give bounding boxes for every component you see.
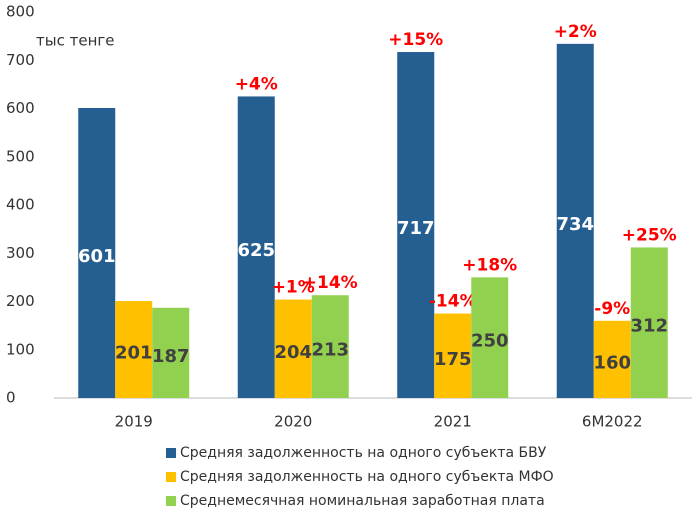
bar [78,108,116,398]
change-label: +25% [622,225,677,245]
bar [274,299,312,398]
value-label: 734 [556,214,594,235]
legend-swatch [166,472,176,482]
y-tick-label: 300 [6,244,35,262]
value-label: 204 [274,342,312,363]
legend-swatch [166,496,176,506]
change-label: +2% [554,22,597,42]
legend-label: Средняя задолженность на одного субъекта… [180,445,547,461]
y-tick-label: 0 [6,389,16,407]
x-tick-label: 2021 [434,413,472,431]
value-label: 601 [78,246,116,267]
value-label: 201 [115,343,153,364]
change-label: +18% [462,255,517,275]
change-label: -14% [429,292,477,312]
bar [397,52,435,399]
value-label: 625 [237,240,275,261]
y-tick-label: 800 [6,3,35,21]
y-tick-label: 500 [6,147,35,165]
bar [115,301,153,398]
value-label: 717 [397,218,435,239]
bar [630,247,668,398]
y-tick-label: 100 [6,340,35,358]
legend-swatch [166,448,176,458]
change-label: -9% [594,299,630,319]
y-tick-label: 200 [6,292,35,310]
value-label: 187 [152,346,190,367]
value-label: 175 [434,349,472,370]
bar [593,320,631,398]
legend-label: Среднемесячная номинальная заработная пл… [180,493,545,509]
y-tick-label: 600 [6,99,35,117]
change-label: +4% [235,74,278,94]
bar [556,43,594,398]
value-label: 213 [311,340,349,361]
y-axis-label: тыс тенге [36,32,114,50]
bar [471,277,509,398]
x-tick-label: 2020 [274,413,312,431]
value-label: 160 [593,352,631,373]
y-tick-label: 400 [6,196,35,214]
change-label: +1% [272,278,315,298]
y-tick-label: 700 [6,51,35,69]
x-tick-label: 2019 [115,413,153,431]
bar [434,313,472,398]
bar [152,307,190,398]
x-tick-label: 6M2022 [582,413,643,431]
legend-label: Средняя задолженность на одного субъекта… [180,469,554,485]
bar [311,295,349,398]
bar [237,96,275,398]
change-label: +15% [388,30,443,50]
value-label: 312 [630,316,668,337]
value-label: 250 [471,331,509,352]
change-label: +14% [303,273,358,293]
